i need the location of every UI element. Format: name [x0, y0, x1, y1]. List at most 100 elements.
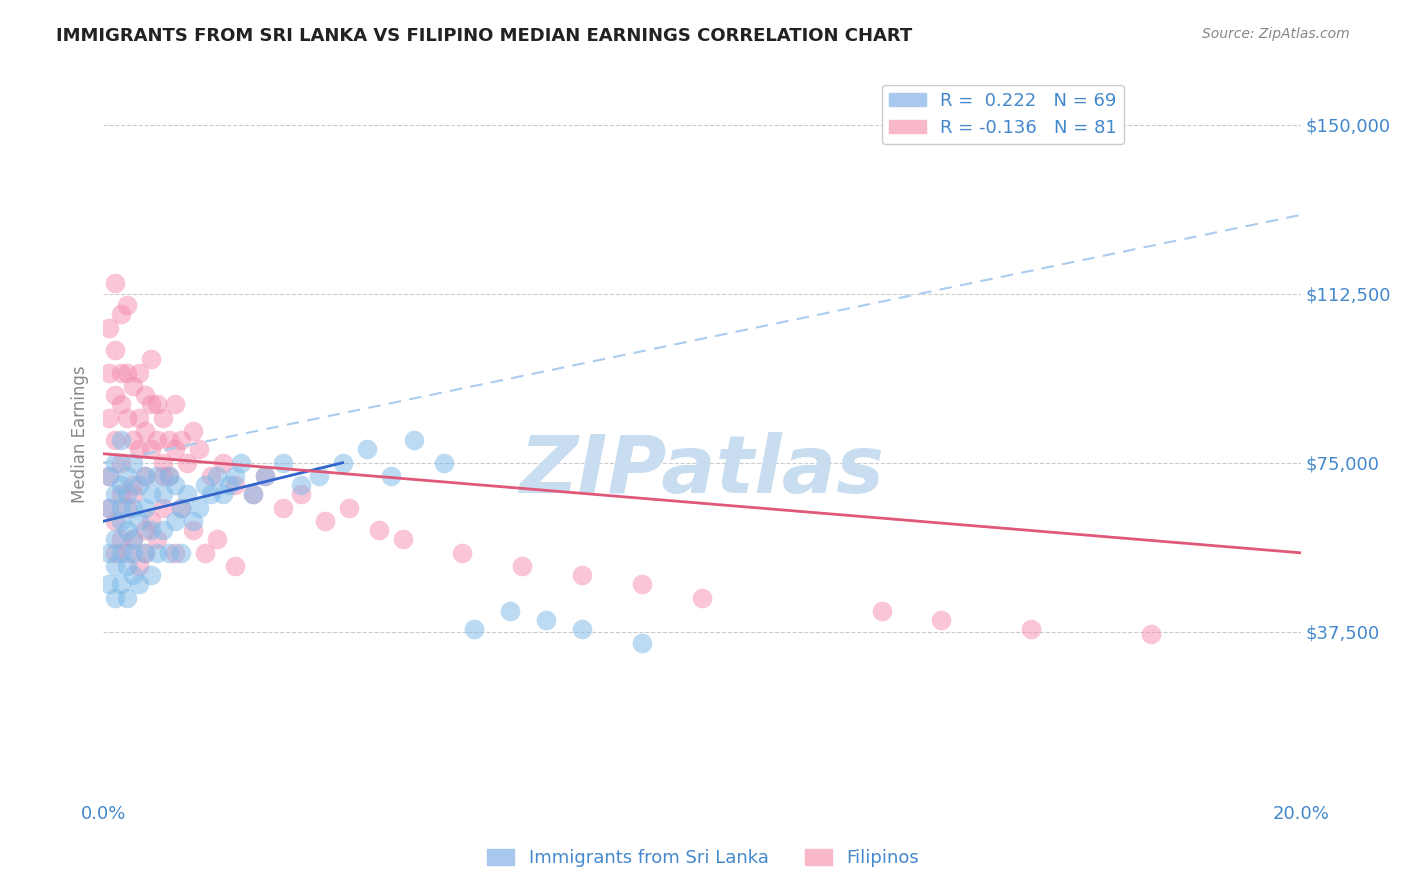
Point: [139, 514, 162, 528]
Point: [139, 352, 162, 367]
Point: [134, 546, 156, 560]
Point: [104, 388, 127, 402]
Point: [115, 469, 138, 483]
Point: [1019, 623, 1042, 637]
Point: [534, 614, 557, 628]
Point: [200, 487, 222, 501]
Point: [122, 433, 145, 447]
Point: [510, 559, 533, 574]
Point: [98, 320, 121, 334]
Point: [110, 514, 132, 528]
Point: [128, 442, 150, 457]
Point: [433, 456, 456, 470]
Point: [242, 487, 264, 501]
Point: [181, 514, 204, 528]
Point: [122, 478, 145, 492]
Point: [98, 577, 121, 591]
Point: [314, 514, 336, 528]
Point: [224, 478, 246, 492]
Point: [110, 307, 132, 321]
Point: [134, 469, 156, 483]
Point: [134, 424, 156, 438]
Point: [104, 433, 127, 447]
Point: [128, 514, 150, 528]
Point: [110, 577, 132, 591]
Point: [98, 469, 121, 483]
Point: [110, 366, 132, 380]
Point: [104, 487, 127, 501]
Text: Source: ZipAtlas.com: Source: ZipAtlas.com: [1202, 27, 1350, 41]
Point: [98, 546, 121, 560]
Point: [157, 469, 180, 483]
Point: [134, 546, 156, 560]
Point: [98, 469, 121, 483]
Point: [163, 478, 186, 492]
Point: [134, 388, 156, 402]
Point: [332, 456, 354, 470]
Point: [308, 469, 330, 483]
Point: [104, 546, 127, 560]
Point: [176, 487, 198, 501]
Point: [205, 469, 228, 483]
Point: [212, 456, 235, 470]
Point: [104, 514, 127, 528]
Legend: Immigrants from Sri Lanka, Filipinos: Immigrants from Sri Lanka, Filipinos: [479, 841, 927, 874]
Point: [134, 500, 156, 515]
Point: [170, 546, 193, 560]
Point: [104, 456, 127, 470]
Point: [115, 487, 138, 501]
Point: [163, 514, 186, 528]
Point: [98, 366, 121, 380]
Point: [115, 559, 138, 574]
Point: [931, 614, 953, 628]
Point: [115, 500, 138, 515]
Point: [170, 500, 193, 515]
Point: [122, 379, 145, 393]
Point: [152, 487, 174, 501]
Legend: R =  0.222   N = 69, R = -0.136   N = 81: R = 0.222 N = 69, R = -0.136 N = 81: [882, 85, 1123, 145]
Point: [170, 433, 193, 447]
Point: [115, 591, 138, 605]
Point: [98, 410, 121, 425]
Point: [187, 500, 209, 515]
Point: [104, 276, 127, 290]
Point: [115, 546, 138, 560]
Point: [110, 546, 132, 560]
Point: [176, 456, 198, 470]
Point: [157, 546, 180, 560]
Point: [122, 533, 145, 547]
Point: [122, 500, 145, 515]
Point: [271, 456, 294, 470]
Point: [367, 524, 389, 538]
Point: [139, 524, 162, 538]
Point: [224, 469, 246, 483]
Point: [122, 456, 145, 470]
Point: [224, 559, 246, 574]
Point: [139, 442, 162, 457]
Point: [380, 469, 402, 483]
Point: [870, 604, 893, 618]
Point: [134, 469, 156, 483]
Point: [404, 433, 426, 447]
Point: [218, 478, 240, 492]
Point: [115, 524, 138, 538]
Point: [122, 546, 145, 560]
Point: [690, 591, 713, 605]
Point: [200, 469, 222, 483]
Point: [128, 559, 150, 574]
Point: [152, 410, 174, 425]
Point: [122, 487, 145, 501]
Point: [110, 478, 132, 492]
Point: [631, 577, 654, 591]
Point: [110, 533, 132, 547]
Point: [463, 623, 485, 637]
Point: [194, 546, 217, 560]
Point: [391, 533, 413, 547]
Point: [451, 546, 474, 560]
Point: [115, 366, 138, 380]
Point: [152, 456, 174, 470]
Point: [253, 469, 276, 483]
Point: [110, 500, 132, 515]
Point: [631, 636, 654, 650]
Point: [571, 623, 593, 637]
